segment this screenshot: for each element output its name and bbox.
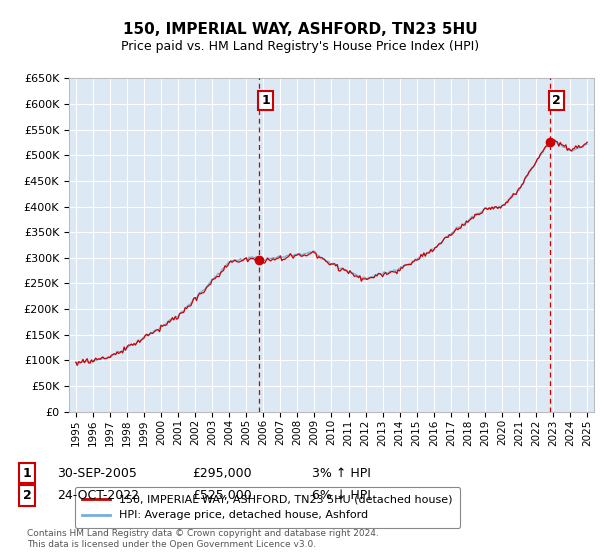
Text: £295,000: £295,000 xyxy=(192,466,251,480)
Text: 24-OCT-2022: 24-OCT-2022 xyxy=(57,489,139,502)
Text: 2: 2 xyxy=(23,489,31,502)
Text: 1: 1 xyxy=(23,466,31,480)
Text: Contains HM Land Registry data © Crown copyright and database right 2024.
This d: Contains HM Land Registry data © Crown c… xyxy=(27,529,379,549)
Text: £525,000: £525,000 xyxy=(192,489,252,502)
Text: 150, IMPERIAL WAY, ASHFORD, TN23 5HU: 150, IMPERIAL WAY, ASHFORD, TN23 5HU xyxy=(122,22,478,38)
Text: 30-SEP-2005: 30-SEP-2005 xyxy=(57,466,137,480)
Text: 1: 1 xyxy=(262,94,271,107)
Text: 2: 2 xyxy=(552,94,561,107)
Text: 3% ↑ HPI: 3% ↑ HPI xyxy=(312,466,371,480)
Legend: 150, IMPERIAL WAY, ASHFORD, TN23 5HU (detached house), HPI: Average price, detac: 150, IMPERIAL WAY, ASHFORD, TN23 5HU (de… xyxy=(74,487,460,528)
Text: 6% ↓ HPI: 6% ↓ HPI xyxy=(312,489,371,502)
Text: Price paid vs. HM Land Registry's House Price Index (HPI): Price paid vs. HM Land Registry's House … xyxy=(121,40,479,53)
